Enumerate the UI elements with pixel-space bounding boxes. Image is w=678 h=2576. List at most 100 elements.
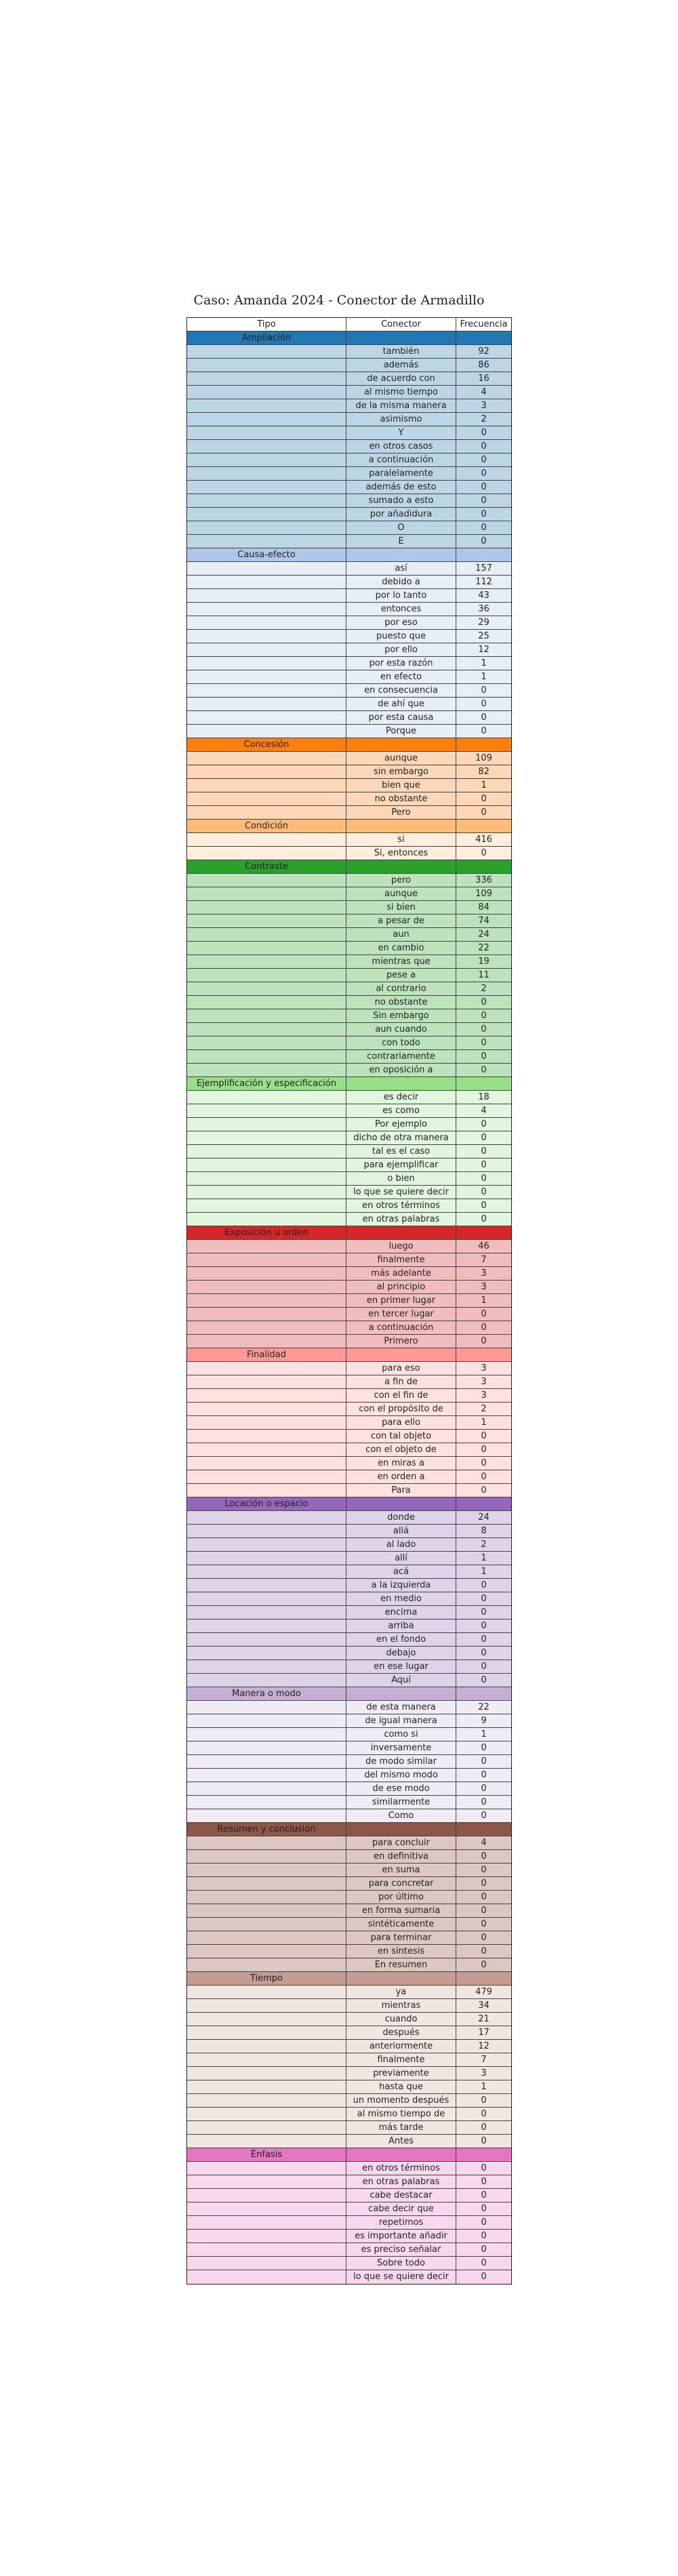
connector-cell: con tal objeto xyxy=(346,1430,456,1443)
frequency-cell: 29 xyxy=(456,616,511,630)
connector-cell: con el fin de xyxy=(346,1389,456,1403)
frequency-cell: 0 xyxy=(456,2202,511,2216)
frequency-cell: 0 xyxy=(456,508,511,521)
table-row: para eso 3 xyxy=(187,1362,511,1375)
connector-cell: en ese lugar xyxy=(346,1660,456,1674)
table-row: paralelamente 0 xyxy=(187,467,511,481)
connector-cell: para ejemplificar xyxy=(346,1159,456,1172)
group-header-empty-cell xyxy=(346,1687,456,1701)
group-name: Manera o modo xyxy=(187,1687,346,1701)
frequency-cell: 336 xyxy=(456,874,511,887)
frequency-cell: 109 xyxy=(456,752,511,765)
tipo-cell xyxy=(187,494,346,508)
connector-cell: luego xyxy=(346,1240,456,1253)
table-row: pese a 11 xyxy=(187,969,511,982)
connector-cell: en primer lugar xyxy=(346,1294,456,1308)
tipo-cell xyxy=(187,684,346,698)
group-name: Ejemplificación y especificación xyxy=(187,1077,346,1091)
frequency-cell: 0 xyxy=(456,1023,511,1037)
tipo-cell xyxy=(187,1023,346,1037)
tipo-cell xyxy=(187,630,346,643)
tipo-cell xyxy=(187,955,346,969)
tipo-cell xyxy=(187,1362,346,1375)
tipo-cell xyxy=(187,1850,346,1864)
table-header-row: Tipo Conector Frecuencia xyxy=(187,318,511,331)
table-row: similarmente 0 xyxy=(187,1796,511,1809)
tipo-cell xyxy=(187,2026,346,2040)
connector-cell: con el propósito de xyxy=(346,1403,456,1416)
frequency-cell: 3 xyxy=(456,2067,511,2080)
frequency-cell: 2 xyxy=(456,413,511,426)
group-header-row: Locación o espacio xyxy=(187,1497,511,1511)
frequency-cell: 0 xyxy=(456,1131,511,1145)
connector-cell: también xyxy=(346,345,456,359)
frequency-cell: 0 xyxy=(456,2216,511,2230)
tipo-cell xyxy=(187,413,346,426)
connector-cell: Sobre todo xyxy=(346,2257,456,2270)
tipo-cell xyxy=(187,2243,346,2257)
tipo-cell xyxy=(187,2121,346,2135)
connector-cell: además de esto xyxy=(346,481,456,494)
tipo-cell xyxy=(187,1660,346,1674)
table-row: por esta causa 0 xyxy=(187,711,511,725)
connector-cell: Como xyxy=(346,1809,456,1823)
tipo-cell xyxy=(187,2067,346,2080)
frequency-cell: 12 xyxy=(456,643,511,657)
table-row: en el fondo 0 xyxy=(187,1633,511,1647)
frequency-cell: 16 xyxy=(456,372,511,386)
frequency-cell: 3 xyxy=(456,399,511,413)
tipo-cell xyxy=(187,481,346,494)
connector-cell: en orden a xyxy=(346,1470,456,1484)
table-row: o bien 0 xyxy=(187,1172,511,1186)
tipo-cell xyxy=(187,2257,346,2270)
tipo-cell xyxy=(187,1213,346,1226)
connector-cell: en otras palabras xyxy=(346,2175,456,2189)
table-row: para concluir 4 xyxy=(187,1836,511,1850)
frequency-cell: 0 xyxy=(456,711,511,725)
tipo-cell xyxy=(187,1145,346,1159)
tipo-cell xyxy=(187,1430,346,1443)
frequency-cell: 0 xyxy=(456,1430,511,1443)
tipo-cell xyxy=(187,1945,346,1958)
frequency-cell: 1 xyxy=(456,1728,511,1742)
connector-cell: dicho de otra manera xyxy=(346,1131,456,1145)
connector-cell: arriba xyxy=(346,1619,456,1633)
frequency-cell: 0 xyxy=(456,684,511,698)
table-row: en suma 0 xyxy=(187,1864,511,1877)
group-header-row: Énfasis xyxy=(187,2148,511,2162)
tipo-cell xyxy=(187,1809,346,1823)
connector-cell: ya xyxy=(346,1986,456,1999)
table-row: en cambio 22 xyxy=(187,942,511,955)
table-row: a continuación 0 xyxy=(187,1321,511,1335)
frequency-cell: 0 xyxy=(456,426,511,440)
frequency-cell: 0 xyxy=(456,1877,511,1891)
frequency-cell: 0 xyxy=(456,1470,511,1484)
group-header-row: Contraste xyxy=(187,860,511,874)
frequency-cell: 0 xyxy=(456,847,511,860)
group-header-empty-cell xyxy=(456,860,511,874)
frequency-cell: 11 xyxy=(456,969,511,982)
connector-cell: paralelamente xyxy=(346,467,456,481)
group-header-empty-cell xyxy=(456,1687,511,1701)
frequency-cell: 0 xyxy=(456,1199,511,1213)
tipo-cell xyxy=(187,779,346,792)
table-row: aun 24 xyxy=(187,928,511,942)
table-row: en consecuencia 0 xyxy=(187,684,511,698)
frequency-cell: 0 xyxy=(456,1809,511,1823)
group-header-empty-cell xyxy=(456,1077,511,1091)
frequency-cell: 0 xyxy=(456,467,511,481)
tipo-cell xyxy=(187,372,346,386)
connector-cell: al contrario xyxy=(346,982,456,996)
connector-cell: debido a xyxy=(346,576,456,589)
group-header-empty-cell xyxy=(346,860,456,874)
table-row: de ese modo 0 xyxy=(187,1782,511,1796)
tipo-cell xyxy=(187,1064,346,1077)
connector-cell: después xyxy=(346,2026,456,2040)
table-row: acá 1 xyxy=(187,1565,511,1579)
tipo-cell xyxy=(187,1267,346,1281)
table-row: por añadidura 0 xyxy=(187,508,511,521)
tipo-cell xyxy=(187,874,346,887)
connector-cell: Sin embargo xyxy=(346,1009,456,1023)
table-row: es preciso señalar 0 xyxy=(187,2243,511,2257)
connector-cell: contrariamente xyxy=(346,1050,456,1064)
